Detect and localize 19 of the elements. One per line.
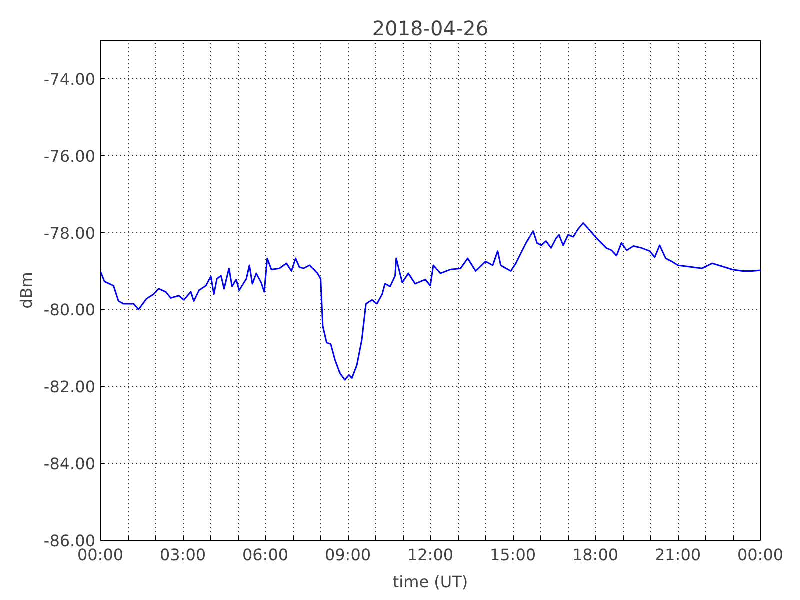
x-tick-label: 12:00 xyxy=(407,546,454,564)
x-tick-label: 00:00 xyxy=(77,546,124,564)
x-axis-title: time (UT) xyxy=(392,572,468,592)
y-axis-title: dBm xyxy=(16,272,36,309)
x-tick-label: 06:00 xyxy=(242,546,289,564)
y-tick-label: -74.00 xyxy=(44,70,96,89)
x-tick-label: 00:00 xyxy=(737,546,784,564)
chart-title: 2018-04-26 xyxy=(372,16,489,40)
x-tick-label: 21:00 xyxy=(654,546,702,564)
line-series xyxy=(100,222,760,381)
x-tick-label: 18:00 xyxy=(572,546,619,564)
y-tick-label: -84.00 xyxy=(44,454,96,474)
x-tick-label: 15:00 xyxy=(490,546,536,564)
y-tick-label: -80.00 xyxy=(44,300,96,320)
y-tick-label: -78.00 xyxy=(44,224,96,243)
y-tick-label: -82.00 xyxy=(44,378,96,397)
x-tick-label: 09:00 xyxy=(324,546,372,564)
x-tick-label: 03:00 xyxy=(160,546,206,564)
y-tick-label: -76.00 xyxy=(44,146,96,166)
